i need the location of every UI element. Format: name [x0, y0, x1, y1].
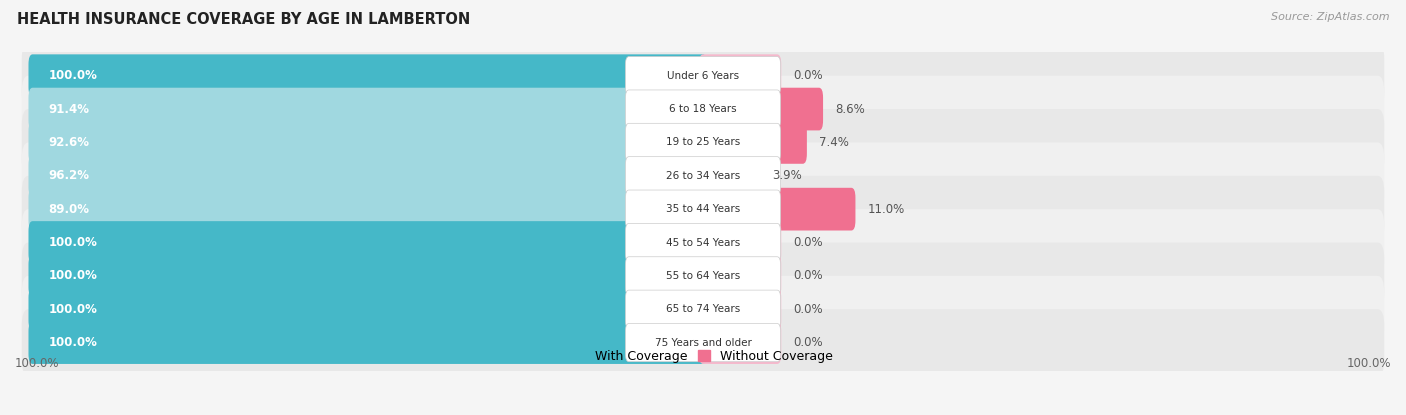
FancyBboxPatch shape	[626, 90, 780, 128]
Text: 8.6%: 8.6%	[835, 103, 865, 115]
Text: 26 to 34 Years: 26 to 34 Years	[666, 171, 740, 181]
FancyBboxPatch shape	[699, 254, 782, 297]
FancyBboxPatch shape	[28, 288, 707, 331]
Text: 0.0%: 0.0%	[793, 236, 823, 249]
FancyBboxPatch shape	[28, 188, 633, 230]
FancyBboxPatch shape	[28, 254, 707, 297]
Text: 100.0%: 100.0%	[49, 69, 97, 82]
FancyBboxPatch shape	[699, 88, 823, 130]
Text: 91.4%: 91.4%	[49, 103, 90, 115]
Text: 0.0%: 0.0%	[793, 269, 823, 282]
FancyBboxPatch shape	[21, 276, 1385, 343]
FancyBboxPatch shape	[21, 76, 1385, 142]
FancyBboxPatch shape	[21, 142, 1385, 209]
Text: 96.2%: 96.2%	[49, 169, 90, 182]
FancyBboxPatch shape	[626, 190, 780, 228]
FancyBboxPatch shape	[21, 242, 1385, 309]
FancyBboxPatch shape	[626, 123, 780, 161]
Text: 100.0%: 100.0%	[15, 357, 59, 370]
Text: 35 to 44 Years: 35 to 44 Years	[666, 204, 740, 214]
Text: 89.0%: 89.0%	[49, 203, 90, 216]
Text: 92.6%: 92.6%	[49, 136, 90, 149]
Text: HEALTH INSURANCE COVERAGE BY AGE IN LAMBERTON: HEALTH INSURANCE COVERAGE BY AGE IN LAMB…	[17, 12, 470, 27]
Text: 7.4%: 7.4%	[820, 136, 849, 149]
Text: 100.0%: 100.0%	[1347, 357, 1391, 370]
FancyBboxPatch shape	[626, 257, 780, 295]
FancyBboxPatch shape	[699, 154, 759, 197]
Text: 100.0%: 100.0%	[49, 269, 97, 282]
FancyBboxPatch shape	[28, 221, 707, 264]
FancyBboxPatch shape	[28, 54, 707, 97]
Text: 100.0%: 100.0%	[49, 236, 97, 249]
Text: 100.0%: 100.0%	[49, 336, 97, 349]
FancyBboxPatch shape	[699, 221, 782, 264]
FancyBboxPatch shape	[626, 290, 780, 328]
FancyBboxPatch shape	[28, 321, 707, 364]
FancyBboxPatch shape	[699, 121, 807, 164]
FancyBboxPatch shape	[28, 154, 682, 197]
FancyBboxPatch shape	[699, 54, 782, 97]
Text: 0.0%: 0.0%	[793, 69, 823, 82]
FancyBboxPatch shape	[626, 157, 780, 195]
Text: 45 to 54 Years: 45 to 54 Years	[666, 237, 740, 247]
Legend: With Coverage, Without Coverage: With Coverage, Without Coverage	[568, 345, 838, 368]
FancyBboxPatch shape	[21, 209, 1385, 276]
FancyBboxPatch shape	[699, 288, 782, 331]
FancyBboxPatch shape	[21, 42, 1385, 109]
Text: 55 to 64 Years: 55 to 64 Years	[666, 271, 740, 281]
FancyBboxPatch shape	[21, 109, 1385, 176]
Text: 0.0%: 0.0%	[793, 303, 823, 316]
Text: 75 Years and older: 75 Years and older	[655, 337, 751, 348]
FancyBboxPatch shape	[626, 56, 780, 95]
FancyBboxPatch shape	[626, 323, 780, 362]
Text: 65 to 74 Years: 65 to 74 Years	[666, 304, 740, 314]
Text: 6 to 18 Years: 6 to 18 Years	[669, 104, 737, 114]
FancyBboxPatch shape	[28, 88, 650, 130]
FancyBboxPatch shape	[699, 188, 855, 230]
Text: 19 to 25 Years: 19 to 25 Years	[666, 137, 740, 147]
Text: 0.0%: 0.0%	[793, 336, 823, 349]
FancyBboxPatch shape	[626, 223, 780, 261]
FancyBboxPatch shape	[28, 121, 657, 164]
FancyBboxPatch shape	[21, 176, 1385, 242]
FancyBboxPatch shape	[21, 309, 1385, 376]
Text: 11.0%: 11.0%	[868, 203, 905, 216]
Text: 3.9%: 3.9%	[772, 169, 801, 182]
FancyBboxPatch shape	[699, 321, 782, 364]
Text: Source: ZipAtlas.com: Source: ZipAtlas.com	[1271, 12, 1389, 22]
Text: Under 6 Years: Under 6 Years	[666, 71, 740, 81]
Text: 100.0%: 100.0%	[49, 303, 97, 316]
